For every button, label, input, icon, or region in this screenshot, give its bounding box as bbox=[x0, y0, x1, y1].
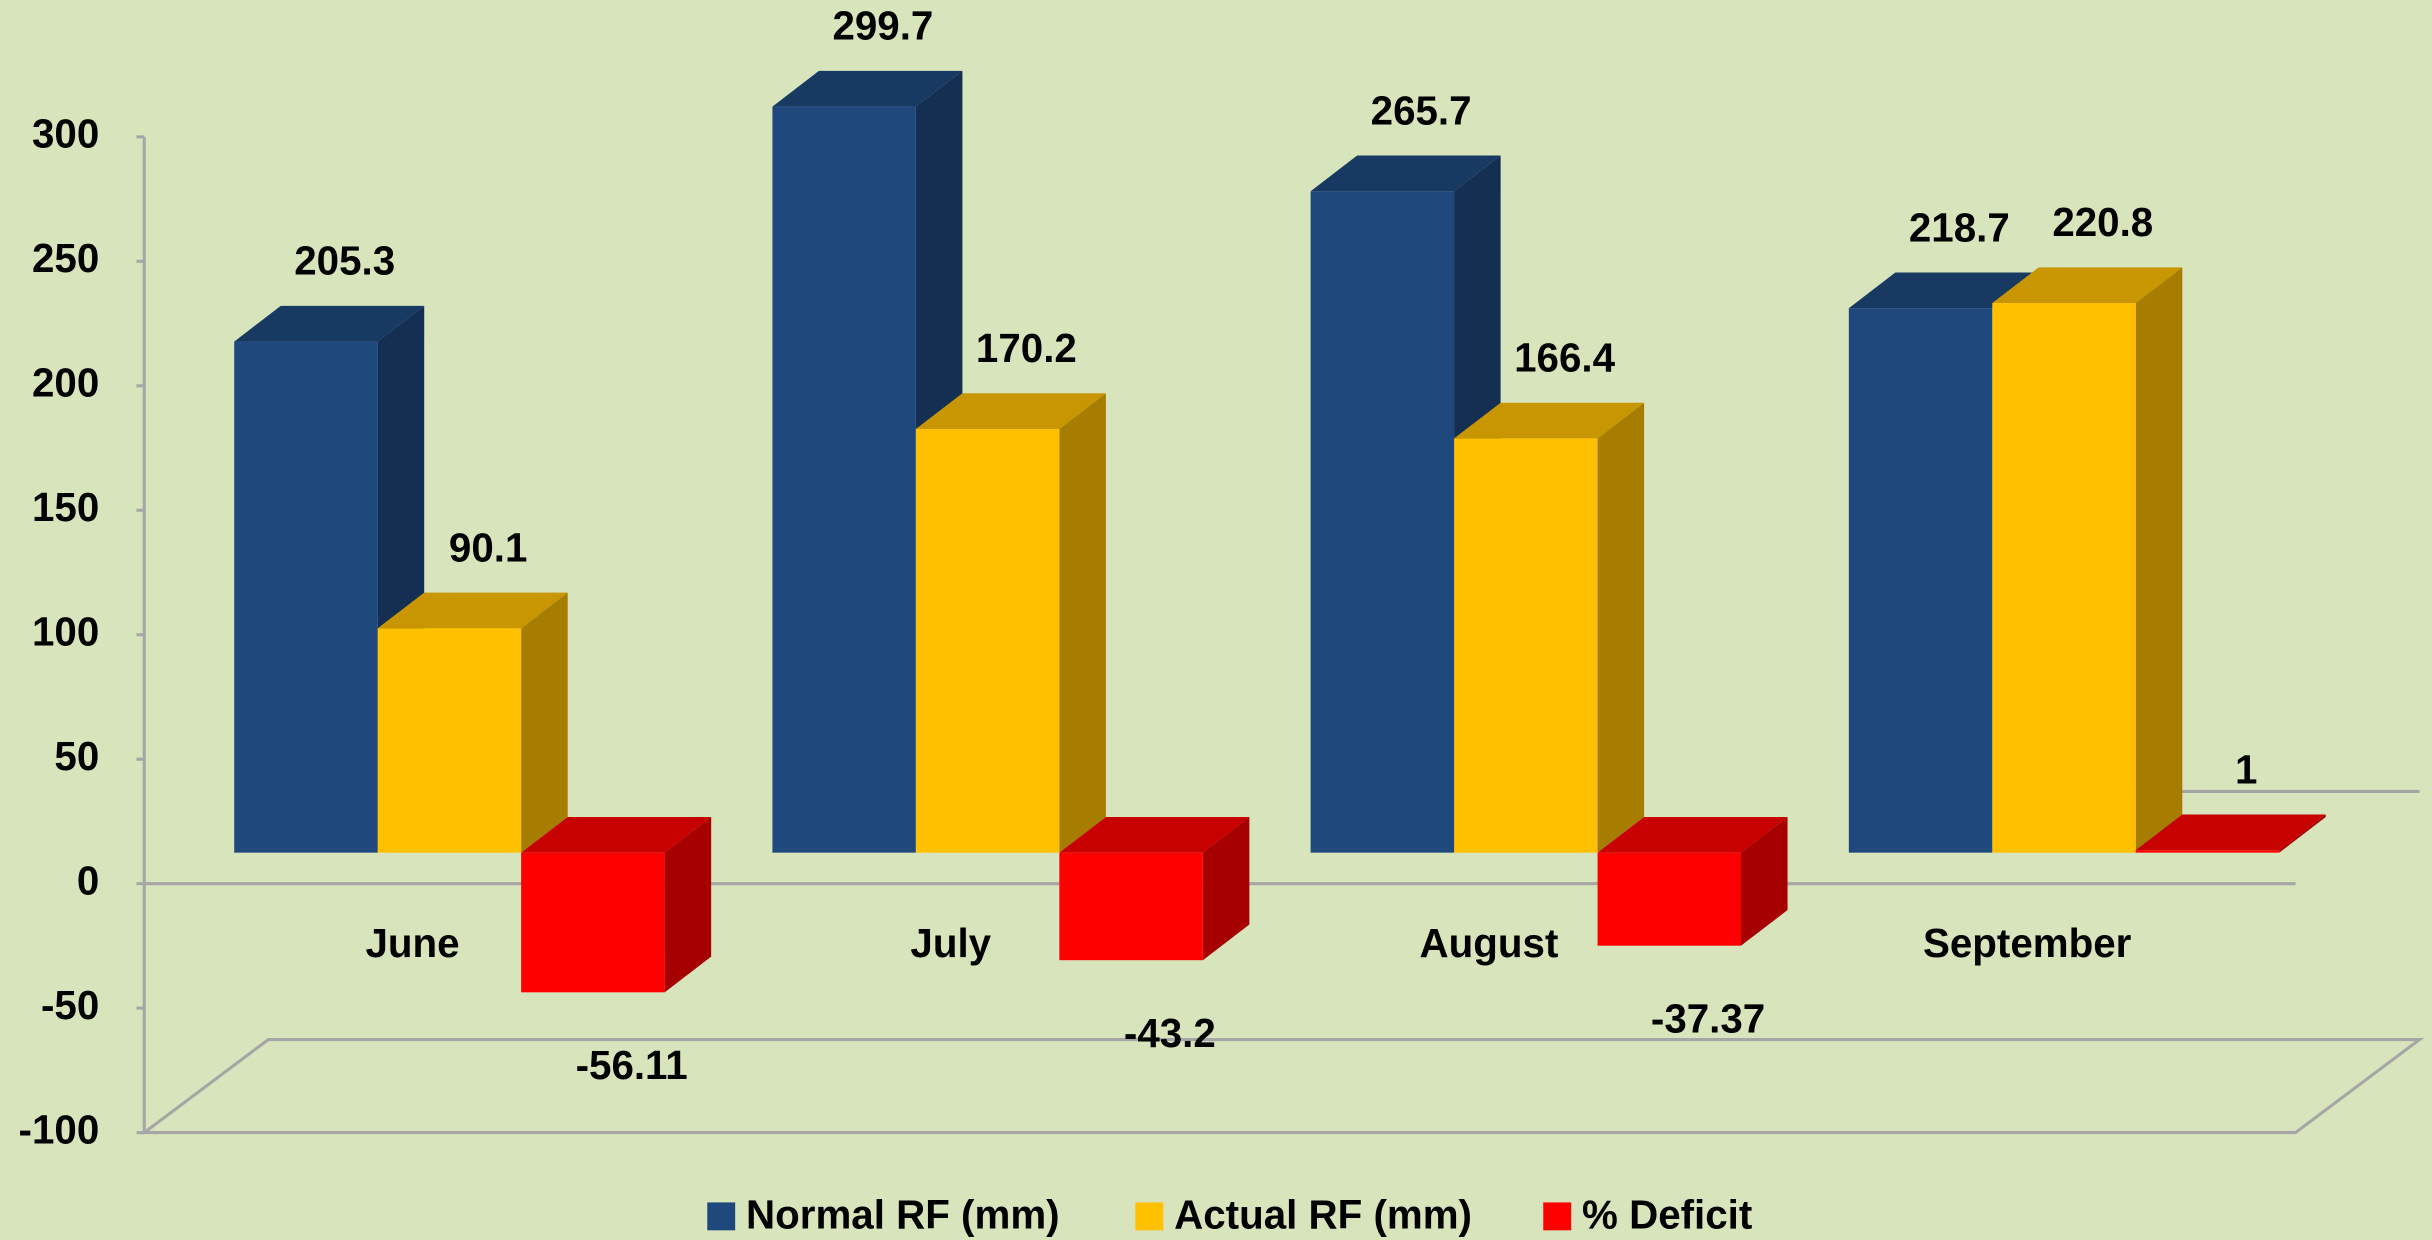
x-tick-label: August bbox=[1420, 920, 1559, 966]
y-tick-label: 50 bbox=[54, 733, 99, 779]
value-label: 170.2 bbox=[976, 325, 1077, 371]
y-tick-label: -50 bbox=[41, 982, 99, 1028]
bar bbox=[1597, 852, 1742, 946]
value-label: 205.3 bbox=[294, 238, 395, 284]
bar bbox=[2135, 850, 2280, 853]
bar-top bbox=[772, 70, 963, 107]
bar-top bbox=[1310, 155, 1501, 192]
legend-label: % Deficit bbox=[1582, 1192, 1752, 1238]
bar-top bbox=[915, 393, 1106, 429]
bar bbox=[1310, 191, 1455, 853]
y-tick-label: 300 bbox=[32, 111, 99, 157]
value-label: -56.11 bbox=[576, 1042, 688, 1088]
bar-top bbox=[1597, 816, 1788, 853]
y-tick-label: 150 bbox=[32, 484, 99, 530]
bar-top bbox=[521, 816, 712, 853]
floor bbox=[139, 1038, 2425, 1135]
bar-side bbox=[2135, 267, 2183, 853]
bar bbox=[234, 341, 378, 853]
bar bbox=[1454, 438, 1598, 853]
bar-top bbox=[234, 305, 425, 342]
bar-side bbox=[1597, 402, 1645, 853]
y-tick-label: -100 bbox=[19, 1106, 100, 1152]
bar-side bbox=[1202, 816, 1250, 961]
value-label: 265.7 bbox=[1371, 87, 1472, 133]
value-label: 220.8 bbox=[2052, 199, 2153, 245]
legend-swatch bbox=[707, 1202, 736, 1231]
bar bbox=[1059, 852, 1203, 961]
bar-top bbox=[1992, 267, 2183, 303]
value-label: 90.1 bbox=[449, 524, 527, 570]
bar-side bbox=[664, 816, 712, 993]
bar-top bbox=[1848, 272, 2039, 309]
value-label: 299.7 bbox=[832, 3, 933, 49]
y-tick-label: 100 bbox=[32, 608, 99, 654]
bar bbox=[1992, 302, 2136, 853]
bar-top bbox=[1454, 402, 1645, 439]
y-tick-label: 250 bbox=[32, 235, 99, 281]
bar bbox=[521, 852, 665, 993]
value-label: 166.4 bbox=[1514, 335, 1615, 381]
bar-top bbox=[1059, 816, 1250, 853]
bar bbox=[377, 628, 522, 853]
bar-side bbox=[1741, 816, 1788, 946]
value-label: 218.7 bbox=[1909, 204, 2010, 250]
bar-side bbox=[2279, 814, 2326, 853]
bar-top bbox=[377, 592, 568, 629]
y-tick-label: 0 bbox=[77, 857, 99, 903]
bar-side bbox=[1059, 393, 1106, 853]
legend-swatch bbox=[1135, 1202, 1164, 1231]
x-tick-label: July bbox=[910, 920, 991, 966]
x-tick-label: September bbox=[1923, 920, 2132, 966]
value-label: -43.2 bbox=[1124, 1010, 1216, 1056]
bar-top bbox=[2135, 814, 2326, 851]
x-tick-label: June bbox=[366, 920, 460, 966]
bar bbox=[915, 428, 1060, 853]
bar-side bbox=[521, 592, 568, 853]
legend-label: Actual RF (mm) bbox=[1174, 1192, 1472, 1238]
legend-swatch bbox=[1543, 1202, 1572, 1231]
legend-label: Normal RF (mm) bbox=[746, 1192, 1060, 1238]
bar bbox=[1848, 308, 1993, 853]
y-tick-label: 200 bbox=[32, 359, 99, 405]
value-label: 1 bbox=[2235, 746, 2257, 792]
value-label: -37.37 bbox=[1651, 995, 1765, 1041]
bar bbox=[772, 106, 916, 853]
